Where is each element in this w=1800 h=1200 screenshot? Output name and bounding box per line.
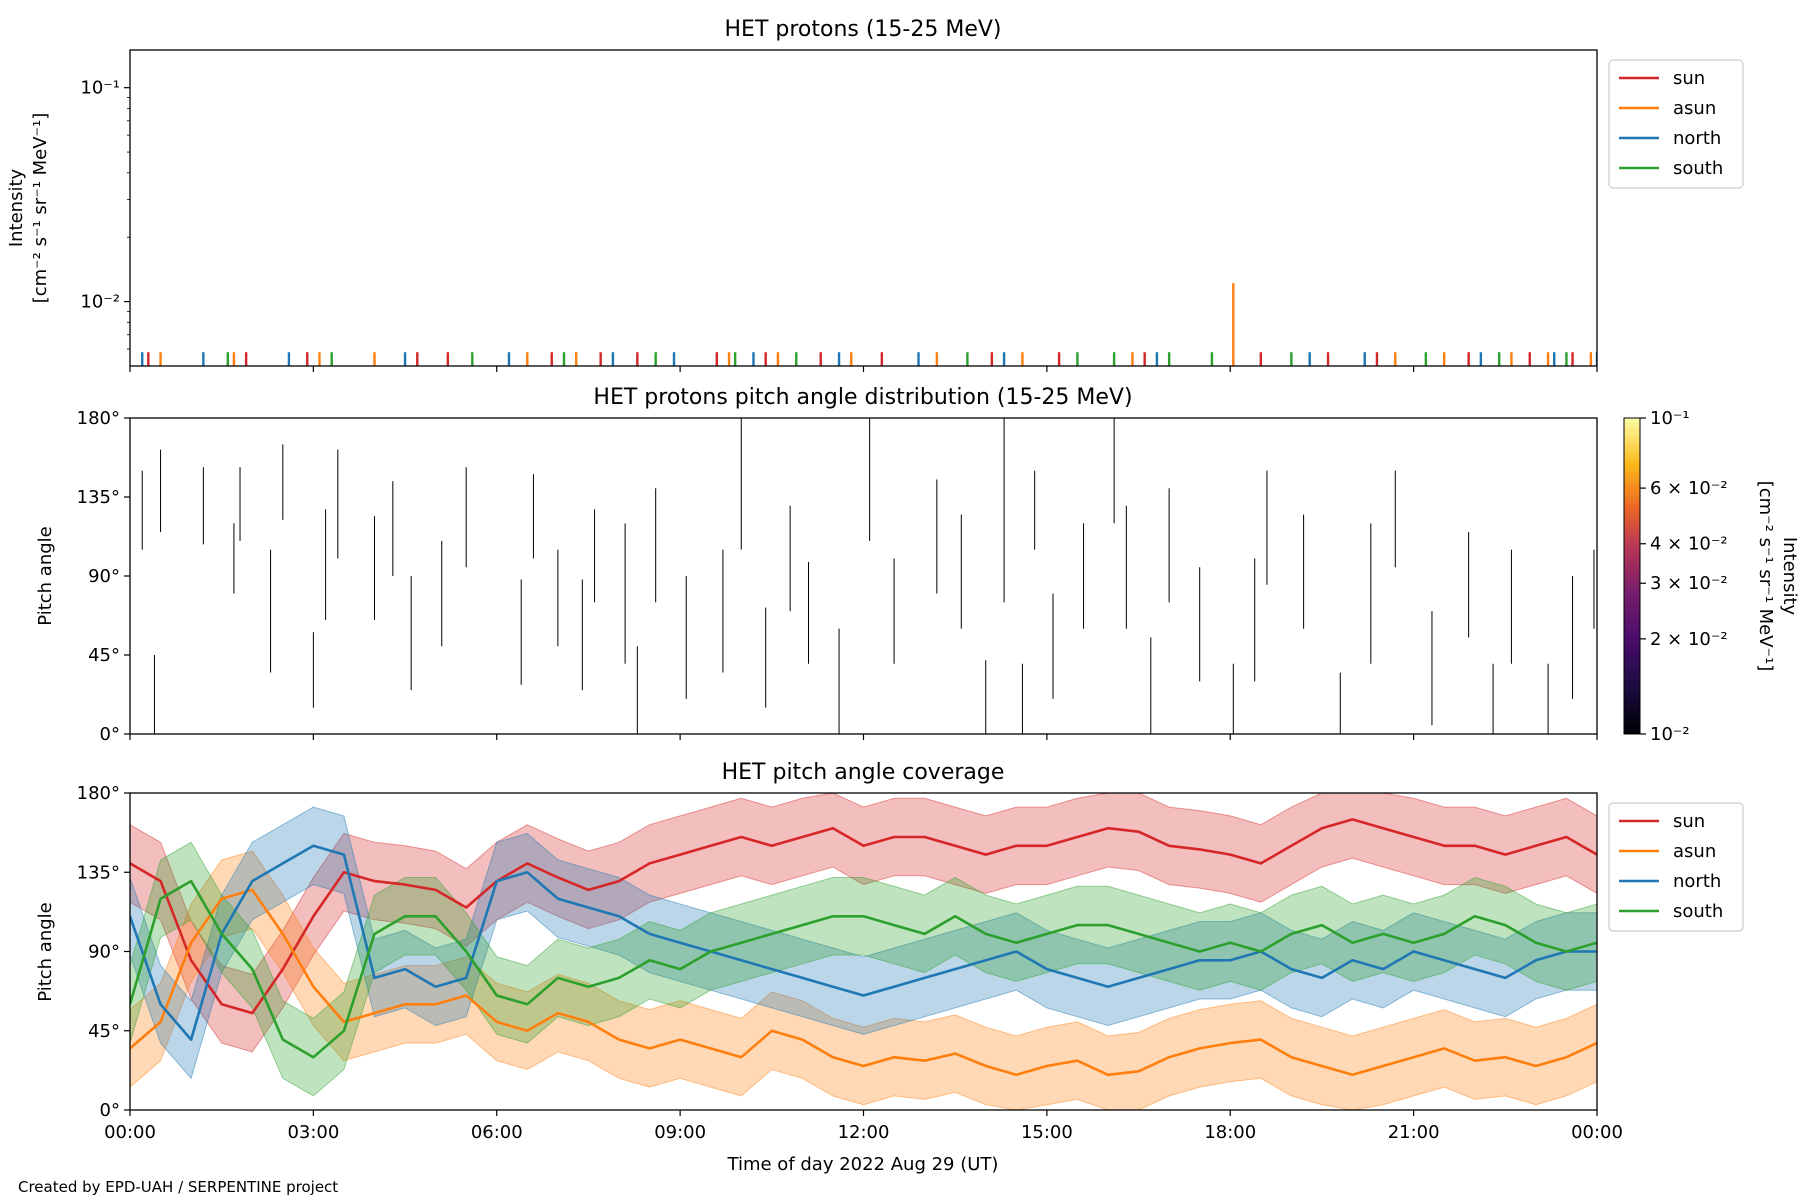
svg-text:[cm⁻² s⁻¹ sr⁻¹ MeV⁻¹]: [cm⁻² s⁻¹ sr⁻¹ MeV⁻¹]	[30, 113, 51, 304]
pad-panel: HET protons pitch angle distribution (15…	[35, 385, 1800, 745]
credit-text: Created by EPD-UAH / SERPENTINE project	[18, 1178, 338, 1196]
colorbar-tick-label: 6 × 10⁻²	[1650, 478, 1728, 499]
coverage-title: HET pitch angle coverage	[722, 760, 1005, 785]
coverage-line-north	[130, 844, 1597, 1041]
coverage-legend-box	[1608, 802, 1744, 932]
intensity-legend-label-south: south	[1673, 158, 1723, 179]
pad-ytick-label: 90°	[88, 566, 120, 587]
pad-ytick-label: 0°	[100, 724, 120, 745]
intensity-ytick-label: 10⁻¹	[80, 78, 120, 99]
coverage-ytick-label: 135°	[77, 862, 120, 883]
coverage-ytick-label: 45°	[88, 1021, 120, 1042]
intensity-panel: HET protons (15-25 MeV) Intensity [cm⁻² …	[6, 17, 1744, 372]
coverage-legend-label-south: south	[1673, 901, 1723, 922]
colorbar-label: Intensity [cm⁻² s⁻¹ sr⁻¹ MeV⁻¹]	[1755, 481, 1800, 672]
svg-text:Intensity: Intensity	[6, 168, 27, 247]
coverage-legend-label-asun: asun	[1673, 841, 1716, 862]
intensity-legend-label-north: north	[1673, 128, 1721, 149]
coverage-line-asun	[130, 888, 1597, 1077]
pad-axes-frame	[129, 417, 1598, 735]
colorbar-tick-label: 4 × 10⁻²	[1650, 534, 1728, 555]
coverage-axes-frame	[129, 792, 1598, 1111]
coverage-ytick-label: 0°	[100, 1100, 120, 1121]
coverage-xtick-label: 00:00	[1571, 1122, 1623, 1143]
coverage-ytick-label: 90°	[88, 942, 120, 963]
pad-title: HET protons pitch angle distribution (15…	[593, 385, 1132, 410]
coverage-legend-label-sun: sun	[1673, 811, 1705, 832]
coverage-band-asun	[130, 850, 1597, 1110]
coverage-legend-label-north: north	[1673, 871, 1721, 892]
pad-ytick-label: 180°	[77, 408, 120, 429]
intensity-ytick-label: 10⁻²	[80, 292, 120, 313]
pad-ytick-label: 45°	[88, 645, 120, 666]
intensity-ylabel: Intensity [cm⁻² s⁻¹ sr⁻¹ MeV⁻¹]	[6, 113, 51, 304]
intensity-axes-frame	[129, 49, 1598, 367]
pad-ytick-label: 135°	[77, 487, 120, 508]
coverage-panel: HET pitch angle coverage Pitch angle 0° 4…	[35, 760, 1744, 1175]
svg-text:[cm⁻² s⁻¹ sr⁻¹ MeV⁻¹]: [cm⁻² s⁻¹ sr⁻¹ MeV⁻¹]	[1755, 481, 1776, 672]
coverage-xtick-label: 03:00	[287, 1122, 339, 1143]
coverage-xtick-label: 21:00	[1388, 1122, 1440, 1143]
coverage-band-south	[130, 841, 1597, 1097]
coverage-xtick-label: 09:00	[654, 1122, 706, 1143]
colorbar-tick-label: 2 × 10⁻²	[1650, 629, 1728, 650]
coverage-band-sun	[130, 793, 1597, 1053]
colorbar-tick-label: 3 × 10⁻²	[1650, 573, 1728, 594]
intensity-legend: sun asun north south	[1608, 59, 1744, 189]
coverage-line-south	[130, 879, 1597, 1059]
colorbar-tick-label: 10⁻²	[1650, 724, 1690, 745]
coverage-xtick-label: 18:00	[1204, 1122, 1256, 1143]
svg-text:Intensity: Intensity	[1779, 537, 1800, 616]
colorbar	[1623, 417, 1641, 735]
coverage-line-sun	[130, 818, 1597, 1015]
coverage-ylabel: Pitch angle	[35, 902, 56, 1001]
coverage-legend: sun asun north south	[1608, 802, 1744, 932]
x-axis-label: Time of day 2022 Aug 29 (UT)	[727, 1154, 999, 1175]
pad-ylabel: Pitch angle	[35, 526, 56, 625]
colorbar-tick-label: 10⁻¹	[1650, 408, 1690, 429]
coverage-xtick-label: 12:00	[838, 1122, 890, 1143]
coverage-xtick-label: 00:00	[104, 1122, 156, 1143]
intensity-legend-label-asun: asun	[1673, 98, 1716, 119]
intensity-legend-label-sun: sun	[1673, 68, 1705, 89]
coverage-xtick-label: 15:00	[1021, 1122, 1073, 1143]
coverage-band-north	[130, 806, 1597, 1080]
intensity-title: HET protons (15-25 MeV)	[725, 17, 1002, 42]
coverage-xtick-label: 06:00	[471, 1122, 523, 1143]
intensity-legend-box	[1608, 59, 1744, 189]
coverage-ytick-label: 180°	[77, 783, 120, 804]
